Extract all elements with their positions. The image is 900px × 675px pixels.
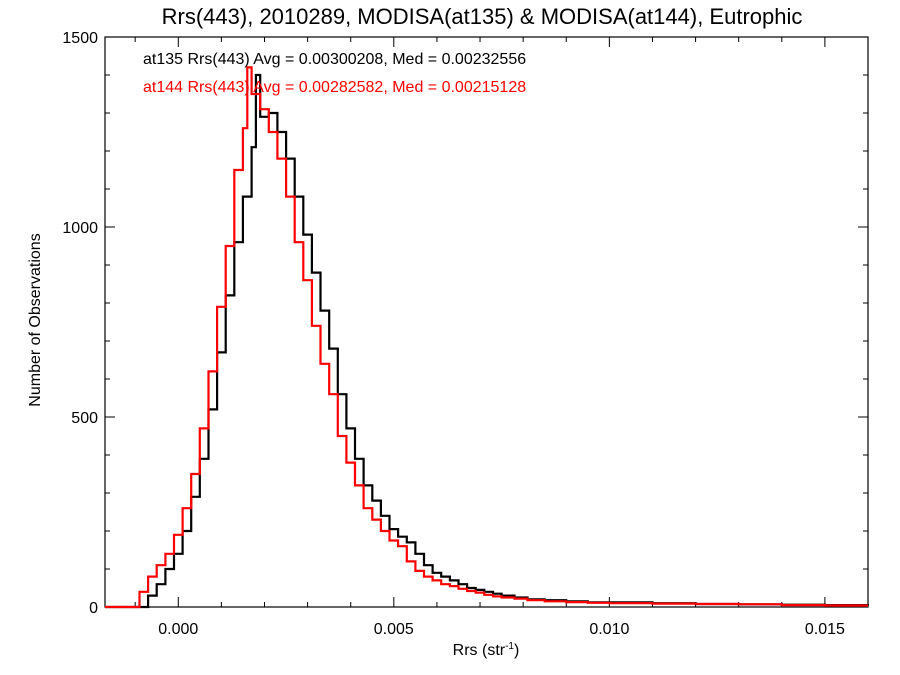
x-axis-ticks: 0.000 0.005 0.010 0.015 (134, 37, 845, 638)
x-axis-label: Rrs (str-1) (453, 641, 520, 659)
x-axis-label-main: Rrs (str (453, 642, 506, 659)
y-tick-label: 500 (71, 410, 98, 427)
chart-title: Rrs(443), 2010289, MODISA(at135) & MODIS… (162, 4, 803, 29)
y-tick-label: 1000 (62, 220, 98, 237)
x-tick-label: 0.015 (805, 621, 845, 638)
y-tick-label: 0 (89, 600, 98, 617)
y-axis-ticks: 0 500 1000 1500 (62, 30, 868, 617)
x-tick-label: 0.010 (589, 621, 629, 638)
stats-line-at135: at135 Rrs(443) Avg = 0.00300208, Med = 0… (143, 51, 526, 68)
x-axis-label-tail: ) (514, 642, 519, 659)
y-tick-label: 1500 (62, 30, 98, 47)
series-at135-line (105, 73, 870, 609)
x-axis-label-sup: -1 (505, 641, 514, 652)
series-layer (105, 66, 870, 609)
x-tick-label: 0.000 (158, 621, 198, 638)
stats-line-at144: at144 Rrs(443) Avg = 0.00282582, Med = 0… (143, 79, 526, 96)
y-axis-label: Number of Observations (27, 233, 44, 406)
plot-area-frame (104, 36, 869, 608)
series-at144-line (105, 66, 868, 609)
x-tick-label: 0.005 (374, 621, 414, 638)
